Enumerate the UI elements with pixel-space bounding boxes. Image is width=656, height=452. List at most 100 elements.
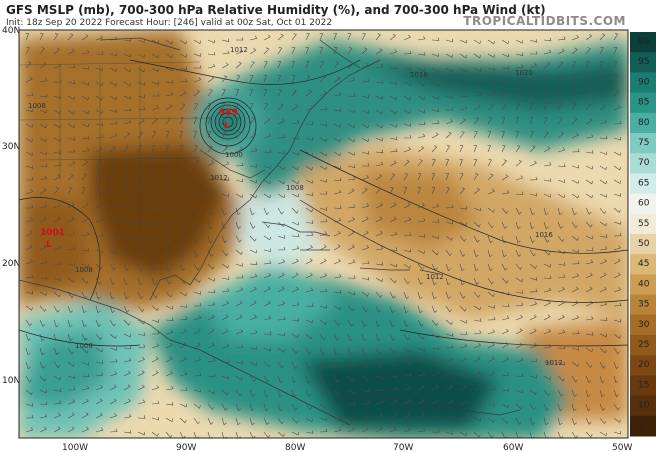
wind-barb <box>25 259 34 265</box>
wind-barb <box>487 39 495 45</box>
wind-barb <box>81 34 89 41</box>
wind-barb <box>179 342 187 349</box>
wind-barb <box>361 333 367 342</box>
wind-barb <box>165 329 174 335</box>
wind-barb <box>571 132 579 139</box>
wind-barb <box>291 245 300 251</box>
colorbar-swatch <box>630 355 656 376</box>
wind-barb <box>277 75 282 83</box>
wind-barb <box>361 305 368 313</box>
wind-barb <box>137 187 143 195</box>
wind-barb <box>305 33 310 41</box>
wind-barb <box>417 218 426 223</box>
wind-barb <box>67 161 76 167</box>
wind-barb <box>613 179 621 184</box>
wind-barb <box>179 189 188 195</box>
wind-barb <box>515 373 524 377</box>
wind-barb <box>235 431 241 438</box>
wind-barb <box>25 230 33 237</box>
isobar-label: 1008 <box>28 102 46 110</box>
wind-barb <box>459 277 465 286</box>
wind-barb <box>263 47 270 55</box>
wind-barb <box>249 346 258 350</box>
wind-barb <box>305 319 313 324</box>
wind-barb <box>557 403 563 412</box>
wind-barb <box>165 356 173 363</box>
wind-barb <box>123 398 131 405</box>
wind-barb <box>445 67 453 73</box>
wind-barb <box>165 173 171 181</box>
wind-barb <box>459 159 463 167</box>
wind-barb <box>613 287 622 293</box>
wind-barb <box>235 329 244 335</box>
wind-barb <box>123 333 131 338</box>
wind-barb <box>515 159 523 167</box>
wind-barb <box>529 89 535 97</box>
wind-barb <box>81 291 88 299</box>
wind-barb <box>375 173 383 181</box>
wind-barb <box>445 53 453 58</box>
wind-barb <box>473 318 482 322</box>
wind-barb <box>193 159 200 167</box>
wind-barb <box>459 39 467 44</box>
wind-barb <box>137 81 145 86</box>
wind-barb <box>137 205 146 209</box>
colorbar-label: 15 <box>638 380 649 390</box>
wind-barb <box>291 233 300 237</box>
wind-barb <box>529 75 536 83</box>
wind-barb <box>501 39 509 45</box>
wind-barb <box>431 333 439 339</box>
wind-barb <box>417 202 425 209</box>
wind-barb <box>25 177 34 181</box>
wind-barb <box>39 333 45 342</box>
wind-barb <box>67 333 73 342</box>
wind-barb <box>585 286 593 293</box>
wind-barb <box>25 290 34 295</box>
wind-barb <box>543 235 550 243</box>
wind-barb <box>515 302 524 307</box>
wind-barb <box>543 417 549 426</box>
wind-barb <box>221 161 230 167</box>
wind-barb <box>137 277 143 286</box>
wind-barb <box>263 315 272 321</box>
wind-barb <box>361 216 369 223</box>
wind-barb <box>417 35 426 41</box>
wind-barb <box>431 358 440 363</box>
wind-barb <box>305 47 310 55</box>
wind-barb <box>221 207 227 216</box>
wind-barb <box>67 319 73 328</box>
wind-barb <box>403 305 409 314</box>
wind-barb <box>305 137 313 141</box>
wind-barb <box>277 286 285 293</box>
wind-barb <box>347 244 355 251</box>
wind-barb <box>235 403 241 412</box>
wind-barb <box>39 361 46 369</box>
wind-barb <box>151 159 156 167</box>
wind-barb <box>179 173 187 181</box>
wind-barb <box>417 145 425 153</box>
wind-barb <box>389 202 397 209</box>
wind-barb <box>543 344 552 349</box>
wind-barb <box>501 117 506 125</box>
wind-barb <box>263 89 268 97</box>
wind-barb <box>403 173 409 181</box>
wind-barb <box>347 361 354 369</box>
wind-barb <box>165 117 171 125</box>
wind-barb <box>515 76 523 83</box>
wind-barb <box>417 173 422 181</box>
wind-barb <box>487 263 493 272</box>
wind-barb <box>403 372 412 377</box>
wind-barb <box>95 277 102 285</box>
wind-barb <box>67 412 75 419</box>
wind-barb <box>431 305 438 313</box>
wind-barb <box>319 244 327 251</box>
wind-barb <box>221 193 229 197</box>
wind-barb <box>501 303 510 307</box>
wind-barb <box>543 117 548 125</box>
colorbar-swatch <box>630 395 656 417</box>
wind-barb <box>235 300 243 307</box>
wind-barb <box>515 191 524 195</box>
wind-barb <box>473 401 482 405</box>
wind-barb <box>67 231 76 237</box>
wind-barb <box>599 389 605 398</box>
